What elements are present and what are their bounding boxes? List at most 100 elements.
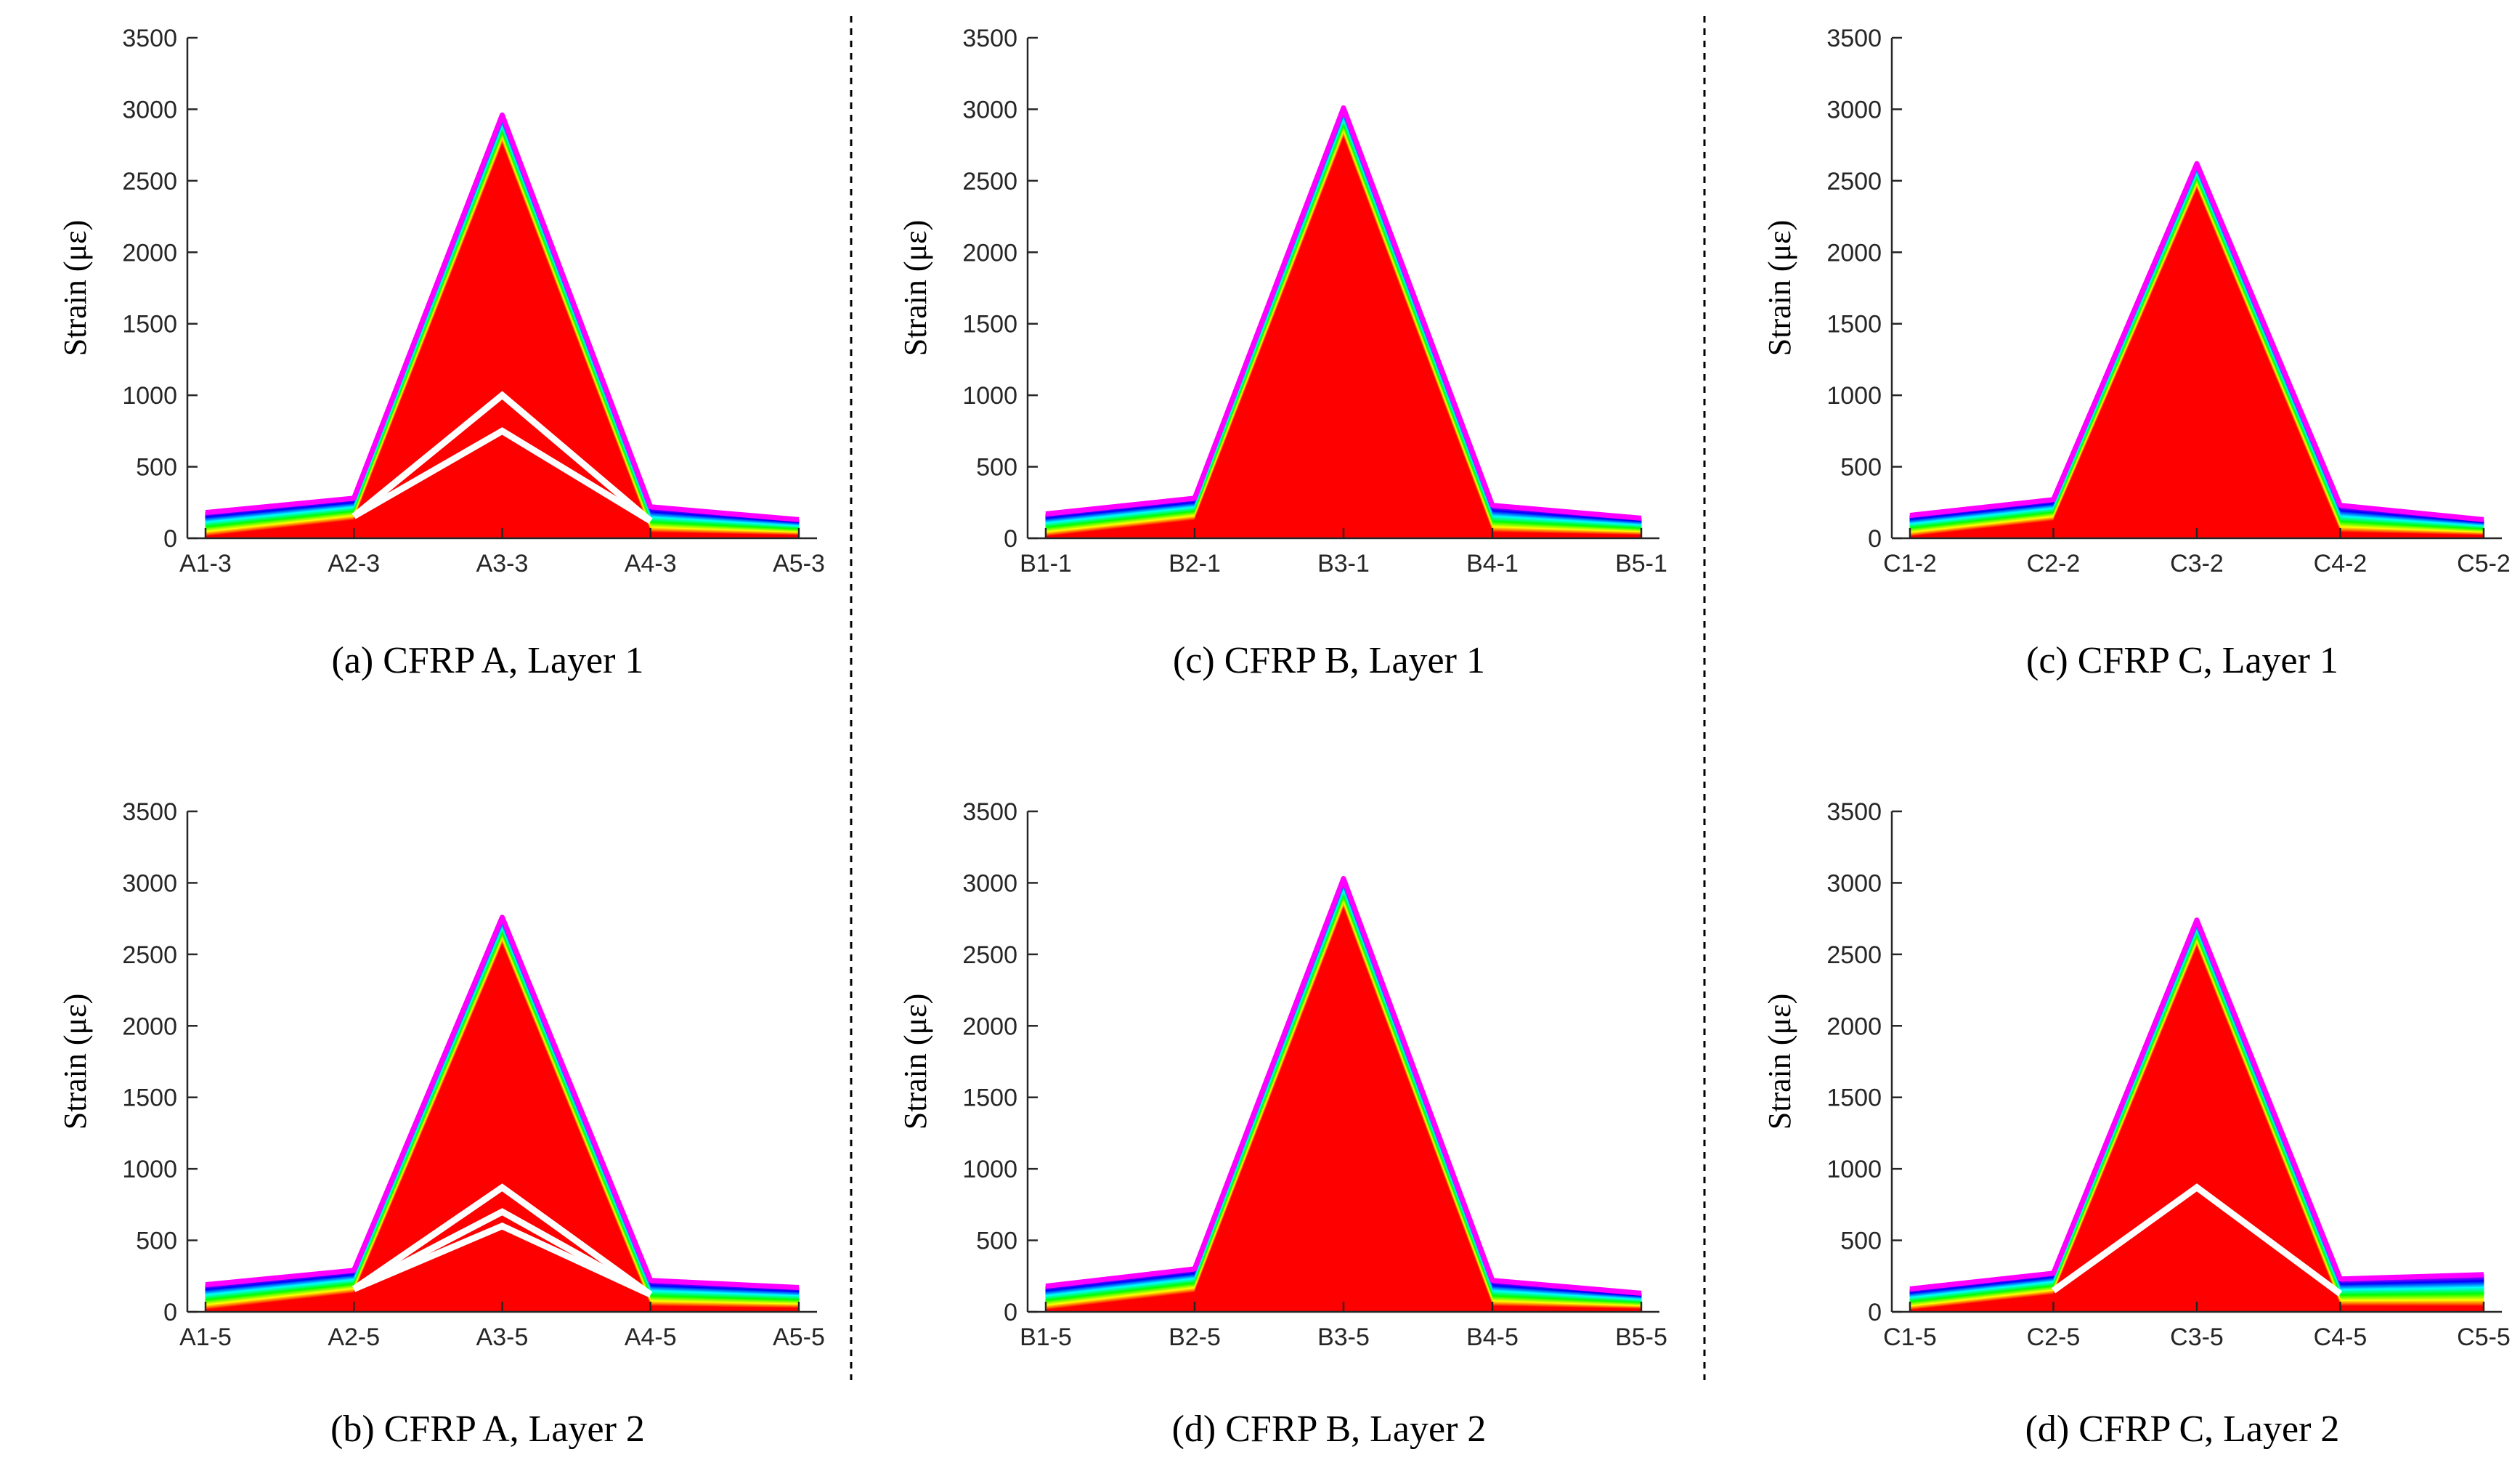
y-tick-label: 3500 bbox=[1826, 798, 1882, 826]
data-gap-line bbox=[351, 1183, 653, 1297]
panel-caption: (c) CFRP C, Layer 1 bbox=[2026, 640, 2338, 681]
x-tick-label: A3-3 bbox=[476, 550, 529, 577]
y-tick-label: 3000 bbox=[122, 869, 177, 897]
y-tick-label: 0 bbox=[1868, 1299, 1882, 1326]
load-step-band bbox=[205, 143, 800, 539]
x-tick-label: B4-1 bbox=[1466, 550, 1519, 577]
y-tick-label: 3000 bbox=[962, 96, 1017, 123]
y-tick-label: 2500 bbox=[962, 168, 1017, 195]
y-tick-label: 500 bbox=[136, 1228, 177, 1255]
load-step-band bbox=[1909, 189, 2484, 539]
x-tick-label: B2-5 bbox=[1168, 1323, 1221, 1351]
chart-panel-4: 0 500 1000 1500 2000 2500 3000 3500 A1-5 A2-5 A3-5… bbox=[57, 798, 825, 1450]
x-tick-label: C5-5 bbox=[2457, 1323, 2511, 1351]
envelope-series-line bbox=[1045, 105, 1642, 521]
data-gap-line bbox=[351, 391, 653, 524]
y-tick-label: 2500 bbox=[1826, 168, 1882, 195]
load-step-band bbox=[1909, 946, 2484, 1313]
y-axis-label: Strain (με) bbox=[1762, 220, 1797, 356]
y-tick-label: 3000 bbox=[962, 869, 1017, 897]
chart-panel-2: 0 500 1000 1500 2000 2500 3000 3500 B1-1 B2-1 B3-1… bbox=[898, 25, 1667, 681]
x-tick-label: A2-5 bbox=[328, 1323, 380, 1351]
y-tick-label: 500 bbox=[1840, 1228, 1882, 1255]
y-tick-label: 1500 bbox=[1826, 1084, 1882, 1112]
panel-caption: (b) CFRP A, Layer 2 bbox=[330, 1408, 645, 1450]
y-tick-label: 1000 bbox=[1826, 1156, 1882, 1183]
y-tick-label: 1000 bbox=[1826, 382, 1882, 410]
y-tick-label: 0 bbox=[1868, 525, 1882, 553]
panel-caption: (a) CFRP A, Layer 1 bbox=[332, 640, 644, 681]
y-tick-label: 0 bbox=[163, 525, 177, 553]
y-tick-label: 1500 bbox=[962, 311, 1017, 338]
x-tick-label: B4-5 bbox=[1466, 1323, 1519, 1351]
envelope-series-line bbox=[205, 915, 800, 1290]
x-tick-label: B1-1 bbox=[1020, 550, 1072, 577]
chart-panel-1: 0 500 1000 1500 2000 2500 3000 3500 A1-3 A2-3 A3-3… bbox=[57, 25, 825, 681]
y-axis-label: Strain (με) bbox=[57, 994, 93, 1130]
y-axis-label: Strain (με) bbox=[1762, 994, 1797, 1130]
y-tick-label: 500 bbox=[1840, 454, 1882, 482]
x-tick-label: C3-2 bbox=[2170, 550, 2224, 577]
y-tick-label: 2000 bbox=[1826, 1013, 1882, 1040]
x-tick-label: B3-5 bbox=[1317, 1323, 1370, 1351]
data-gap-line bbox=[352, 427, 653, 524]
y-tick-label: 1500 bbox=[122, 311, 177, 338]
y-tick-label: 2000 bbox=[962, 1013, 1017, 1040]
data-gap-line bbox=[2051, 1183, 2343, 1297]
x-tick-label: A5-5 bbox=[773, 1323, 825, 1351]
y-tick-label: 3500 bbox=[122, 25, 177, 52]
y-tick-label: 3000 bbox=[1826, 869, 1882, 897]
y-tick-label: 500 bbox=[976, 454, 1017, 482]
y-tick-label: 1500 bbox=[962, 1084, 1017, 1112]
y-tick-label: 2500 bbox=[122, 941, 177, 969]
y-tick-label: 1500 bbox=[1826, 311, 1882, 338]
x-tick-label: C3-5 bbox=[2170, 1323, 2224, 1351]
x-tick-label: A4-3 bbox=[625, 550, 677, 577]
y-tick-label: 1500 bbox=[122, 1084, 177, 1112]
envelope-series-line bbox=[1909, 917, 2484, 1292]
load-step-band bbox=[205, 944, 800, 1313]
y-tick-label: 3000 bbox=[122, 96, 177, 123]
x-tick-label: B3-1 bbox=[1317, 550, 1370, 577]
x-tick-label: A1-3 bbox=[179, 550, 232, 577]
y-tick-label: 0 bbox=[1004, 1299, 1017, 1326]
x-tick-label: B2-1 bbox=[1168, 550, 1221, 577]
y-axis-label: Strain (με) bbox=[898, 994, 933, 1130]
x-tick-label: C4-2 bbox=[2314, 550, 2367, 577]
x-tick-label: C4-5 bbox=[2314, 1323, 2367, 1351]
x-tick-label: A5-3 bbox=[773, 550, 825, 577]
y-tick-label: 500 bbox=[976, 1228, 1017, 1255]
data-gap-line bbox=[352, 1208, 652, 1298]
y-tick-label: 1000 bbox=[962, 382, 1017, 410]
chart-panel-5: 0 500 1000 1500 2000 2500 3000 3500 B1-5 B2-5 B3-5… bbox=[898, 798, 1667, 1450]
load-step-band bbox=[1045, 137, 1642, 539]
y-tick-label: 0 bbox=[1004, 525, 1017, 553]
x-tick-label: C2-2 bbox=[2027, 550, 2081, 577]
y-tick-label: 1000 bbox=[122, 382, 177, 410]
x-tick-label: B5-5 bbox=[1615, 1323, 1667, 1351]
y-tick-label: 3500 bbox=[1826, 25, 1882, 52]
x-tick-label: B5-1 bbox=[1615, 550, 1667, 577]
x-tick-label: C1-2 bbox=[1883, 550, 1937, 577]
panel-caption: (d) CFRP B, Layer 2 bbox=[1172, 1408, 1487, 1450]
y-tick-label: 2500 bbox=[962, 941, 1017, 969]
x-tick-label: A3-5 bbox=[476, 1323, 529, 1351]
x-tick-label: C2-5 bbox=[2027, 1323, 2081, 1351]
y-tick-label: 2000 bbox=[1826, 239, 1882, 267]
y-tick-label: 1000 bbox=[962, 1156, 1017, 1183]
chart-panel-3: 0 500 1000 1500 2000 2500 3000 3500 C1-2 C2-2 C3-2… bbox=[1762, 25, 2511, 681]
y-tick-label: 2500 bbox=[122, 168, 177, 195]
panel-caption: (d) CFRP C, Layer 2 bbox=[2025, 1408, 2340, 1450]
x-tick-label: A1-5 bbox=[179, 1323, 232, 1351]
y-tick-label: 3500 bbox=[962, 25, 1017, 52]
envelope-series-line bbox=[205, 112, 800, 522]
data-gap-line bbox=[352, 1222, 652, 1298]
y-axis-label: Strain (με) bbox=[57, 220, 93, 356]
y-tick-label: 0 bbox=[163, 1299, 177, 1326]
y-tick-label: 2000 bbox=[122, 1013, 177, 1040]
envelope-series-line bbox=[1909, 161, 2484, 522]
y-tick-label: 3500 bbox=[962, 798, 1017, 826]
y-tick-label: 500 bbox=[136, 454, 177, 482]
load-step-band bbox=[1045, 907, 1642, 1313]
